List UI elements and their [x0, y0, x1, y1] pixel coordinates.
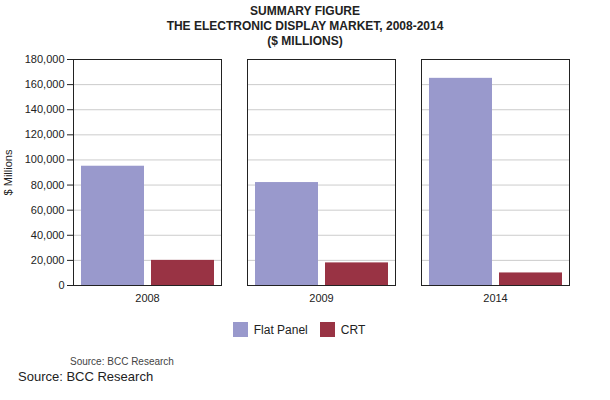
svg-text:80,000: 80,000 [31, 179, 65, 191]
svg-text:100,000: 100,000 [25, 153, 65, 165]
html-text:Source: BCC Research: Source: BCC Research [70, 356, 174, 367]
html-text:CRT: CRT [340, 322, 366, 337]
html-text:THE ELECTRONIC DISPLAY MARKET,: THE ELECTRONIC DISPLAY MARKET, 2008-2014 [166, 19, 444, 33]
svg-text:2014: 2014 [483, 292, 507, 304]
html-text:Flat Panel: Flat Panel [253, 322, 308, 337]
svg-text:120,000: 120,000 [25, 128, 65, 140]
svg-text:160,000: 160,000 [25, 78, 65, 90]
svg-text:40,000: 40,000 [31, 229, 65, 241]
svg-text:180,000: 180,000 [25, 53, 65, 65]
svg-text:20,000: 20,000 [31, 254, 65, 266]
html-text:SUMMARY FIGURE: SUMMARY FIGURE [250, 4, 360, 18]
html-text:Source: BCC Research: Source: BCC Research [18, 369, 154, 384]
svg-text:0: 0 [58, 279, 64, 291]
svg-text:140,000: 140,000 [25, 103, 65, 115]
html-text:($ MILLIONS): ($ MILLIONS) [267, 34, 343, 48]
svg-text:60,000: 60,000 [31, 204, 65, 216]
svg-text:2009: 2009 [309, 292, 333, 304]
svg-text:$ Millions: $ Millions [2, 149, 14, 195]
svg-text:2008: 2008 [135, 292, 159, 304]
